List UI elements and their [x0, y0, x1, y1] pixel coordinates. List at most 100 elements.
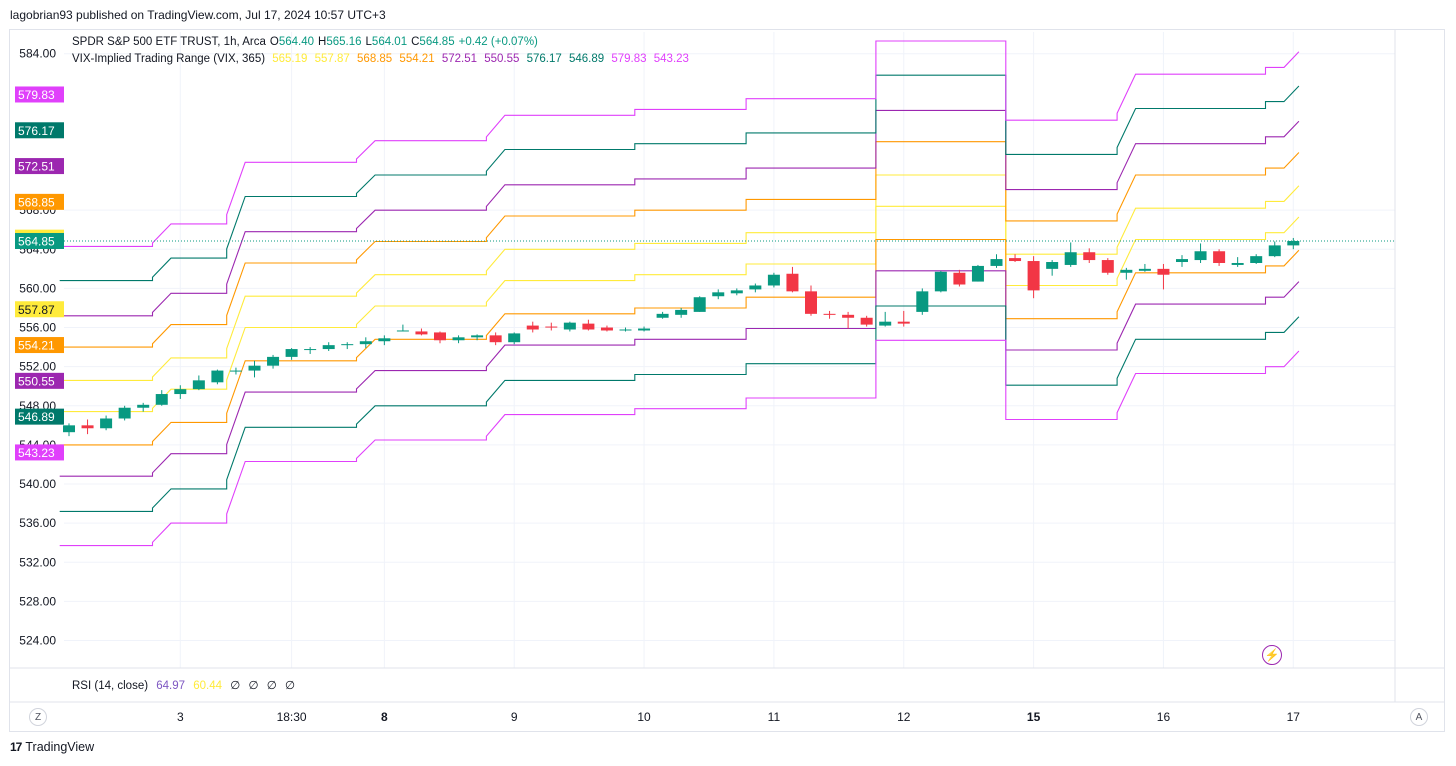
- rsi-title[interactable]: RSI (14, close): [72, 680, 149, 692]
- candle-body[interactable]: [341, 344, 354, 346]
- auto-zoom-button[interactable]: Z: [29, 708, 47, 726]
- candle-body[interactable]: [192, 380, 205, 390]
- candle-body[interactable]: [322, 345, 335, 350]
- candle-body[interactable]: [452, 337, 465, 341]
- candle-body[interactable]: [619, 329, 632, 331]
- candle-body[interactable]: [675, 309, 688, 315]
- candle-body[interactable]: [471, 335, 484, 338]
- rsi-empty-value: ∅: [266, 680, 277, 692]
- price-axis-label: 543.23: [18, 446, 55, 460]
- candle-body[interactable]: [1101, 260, 1114, 273]
- indicator-value: 579.83: [611, 53, 647, 65]
- candle-body[interactable]: [285, 349, 298, 357]
- range-band-lower: [59, 305, 1300, 512]
- publisher-line: lagobrian93 published on TradingView.com…: [10, 8, 386, 22]
- candle-body[interactable]: [916, 291, 929, 312]
- open-label: O: [269, 36, 279, 48]
- indicator-value: 565.19: [272, 53, 308, 65]
- lightning-icon[interactable]: ⚡: [1262, 645, 1282, 665]
- candle-body[interactable]: [434, 332, 446, 341]
- candle-body[interactable]: [971, 265, 984, 282]
- candle-body[interactable]: [805, 291, 817, 314]
- symbol-title[interactable]: SPDR S&P 500 ETF TRUST, 1h, Arca: [72, 36, 266, 48]
- x-tick-label: 18:30: [277, 710, 307, 724]
- candle-body[interactable]: [953, 272, 966, 285]
- candle-body[interactable]: [638, 328, 651, 331]
- candle-body[interactable]: [730, 290, 743, 294]
- candle-body[interactable]: [879, 321, 892, 326]
- candle-body[interactable]: [1176, 259, 1188, 263]
- low-label: L: [365, 36, 372, 48]
- candle-body[interactable]: [860, 317, 873, 325]
- candle-body[interactable]: [211, 370, 224, 383]
- candle-body[interactable]: [508, 333, 521, 343]
- candle-body[interactable]: [1064, 252, 1077, 265]
- tradingview-logo-icon: 17: [10, 740, 22, 754]
- candle-body[interactable]: [1138, 268, 1151, 271]
- candle-body[interactable]: [248, 365, 261, 371]
- candle-body[interactable]: [1046, 262, 1059, 269]
- price-axis-label-bg: [15, 232, 64, 249]
- candle-body[interactable]: [1027, 261, 1040, 291]
- candle-body[interactable]: [359, 341, 372, 345]
- price-axis-label: 564.85: [18, 234, 55, 248]
- rsi-legend: RSI (14, close) 64.97 60.44 ∅ ∅ ∅ ∅: [72, 678, 300, 692]
- candle-body[interactable]: [693, 297, 706, 312]
- candle-body[interactable]: [1194, 251, 1207, 261]
- candle-body[interactable]: [545, 326, 558, 328]
- candle-body[interactable]: [767, 274, 780, 286]
- range-band-upper: [59, 109, 1300, 317]
- chart-frame: [9, 29, 1445, 732]
- candle-body[interactable]: [63, 425, 75, 433]
- candle-body[interactable]: [934, 271, 947, 292]
- candle-body[interactable]: [526, 325, 539, 330]
- candle-body[interactable]: [396, 330, 409, 332]
- y-tick-label: 536.00: [19, 516, 56, 530]
- candle-body[interactable]: [229, 370, 242, 372]
- candle-body[interactable]: [1287, 240, 1300, 246]
- candle-body[interactable]: [786, 273, 799, 292]
- candle-body[interactable]: [378, 338, 391, 342]
- candle-body[interactable]: [897, 321, 910, 324]
- y-tick-label: 584.00: [19, 47, 56, 61]
- price-axis-label: 557.87: [18, 303, 55, 317]
- auto-scale-button[interactable]: A: [1410, 708, 1428, 726]
- candle-body[interactable]: [1083, 252, 1096, 261]
- candle-body[interactable]: [1268, 245, 1281, 257]
- candle-body[interactable]: [842, 314, 855, 318]
- candle-body[interactable]: [712, 292, 725, 297]
- x-tick-label: 12: [897, 710, 911, 724]
- candle-body[interactable]: [1009, 258, 1022, 262]
- candle-body[interactable]: [1120, 269, 1133, 273]
- candle-body[interactable]: [563, 322, 576, 330]
- candle-body[interactable]: [1157, 268, 1170, 275]
- candle-body[interactable]: [137, 404, 150, 408]
- indicator-title[interactable]: VIX-Implied Trading Range (VIX, 365): [72, 53, 266, 65]
- candle-body[interactable]: [656, 313, 669, 318]
- candle-body[interactable]: [582, 323, 595, 330]
- range-band-lower: [59, 339, 1300, 547]
- candle-body[interactable]: [304, 349, 317, 351]
- candle-body[interactable]: [1250, 256, 1263, 263]
- candle-body[interactable]: [118, 407, 131, 419]
- x-tick-label: 10: [637, 710, 651, 724]
- candle-body[interactable]: [415, 331, 428, 335]
- candle-body[interactable]: [489, 335, 502, 343]
- candle-body[interactable]: [174, 389, 187, 395]
- y-tick-label: 524.00: [19, 634, 56, 648]
- candle-body[interactable]: [600, 327, 613, 331]
- candle-body[interactable]: [81, 425, 94, 429]
- candle-body[interactable]: [267, 356, 280, 366]
- candle-body[interactable]: [749, 285, 762, 290]
- candle-body[interactable]: [100, 418, 113, 429]
- candle-body[interactable]: [990, 259, 1003, 266]
- price-axis-label: 546.89: [18, 410, 55, 424]
- candle-body[interactable]: [1213, 251, 1226, 263]
- range-band-lower: [59, 238, 1300, 446]
- candle-body[interactable]: [155, 394, 168, 405]
- candle-body[interactable]: [1231, 262, 1244, 265]
- x-tick-label: 9: [511, 710, 518, 724]
- candle-body[interactable]: [823, 313, 836, 315]
- price-axis-label-bg: [15, 337, 64, 354]
